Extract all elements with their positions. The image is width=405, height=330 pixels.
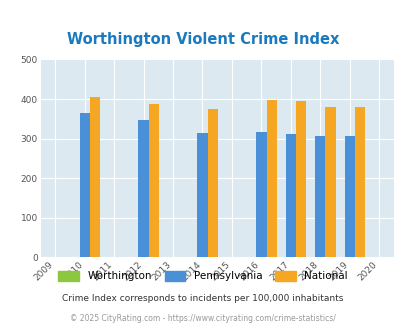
Bar bbox=[324, 107, 335, 257]
Bar bbox=[79, 113, 90, 257]
Text: © 2025 CityRating.com - https://www.cityrating.com/crime-statistics/: © 2025 CityRating.com - https://www.city… bbox=[70, 314, 335, 323]
Bar bbox=[197, 133, 207, 257]
Bar bbox=[266, 100, 276, 257]
Bar bbox=[295, 101, 305, 257]
Text: Worthington Violent Crime Index: Worthington Violent Crime Index bbox=[67, 32, 338, 47]
Text: Crime Index corresponds to incidents per 100,000 inhabitants: Crime Index corresponds to incidents per… bbox=[62, 294, 343, 303]
Bar bbox=[256, 132, 266, 257]
Bar bbox=[90, 97, 100, 257]
Bar bbox=[354, 107, 364, 257]
Legend: Worthington, Pennsylvania, National: Worthington, Pennsylvania, National bbox=[58, 271, 347, 281]
Bar bbox=[148, 104, 159, 257]
Bar bbox=[344, 136, 354, 257]
Bar bbox=[207, 109, 217, 257]
Bar bbox=[285, 134, 295, 257]
Bar bbox=[138, 119, 148, 257]
Bar bbox=[314, 136, 324, 257]
